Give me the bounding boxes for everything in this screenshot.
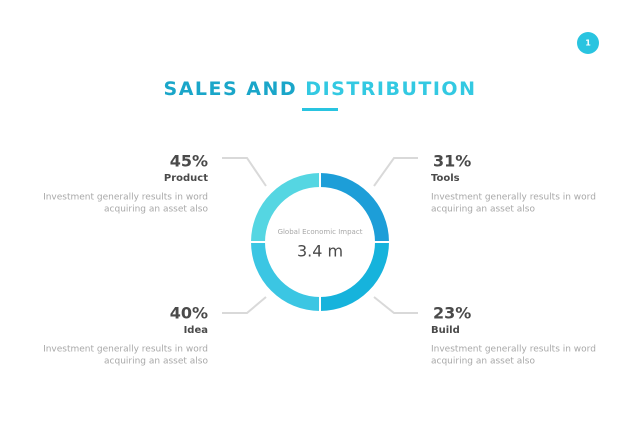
title-second: DISTRIBUTION <box>305 78 476 100</box>
item-label: Product <box>164 173 208 184</box>
donut <box>248 170 392 314</box>
center-value: 3.4 m <box>297 242 343 261</box>
page-number: 1 <box>585 39 591 48</box>
title: SALES AND DISTRIBUTION <box>164 78 477 100</box>
donut-segment <box>320 242 389 311</box>
connector <box>373 157 418 187</box>
item-label: Build <box>431 325 460 336</box>
donut-segment <box>320 173 389 242</box>
item-label: Idea <box>184 325 208 336</box>
item-description: acquiring an asset also <box>104 205 208 215</box>
donut-segment <box>251 173 320 242</box>
title-underline <box>302 108 338 111</box>
item-description: acquiring an asset also <box>104 357 208 367</box>
item-description: acquiring an asset also <box>431 205 535 215</box>
item-description: acquiring an asset also <box>431 357 535 367</box>
center-label: Global Economic Impact <box>278 228 363 236</box>
item-description: Investment generally results in word <box>43 193 208 203</box>
item-label: Tools <box>431 173 460 184</box>
donut-segment <box>251 242 320 311</box>
item-percent: 23% <box>433 304 471 323</box>
item-description: Investment generally results in word <box>431 345 596 355</box>
connector <box>222 296 267 314</box>
item-description: Investment generally results in word <box>43 345 208 355</box>
connector <box>222 157 267 187</box>
item-percent: 40% <box>170 304 208 323</box>
item-percent: 31% <box>433 152 471 171</box>
item-percent: 45% <box>170 152 208 171</box>
title-first: SALES AND <box>164 78 298 100</box>
connector <box>373 296 418 314</box>
item-description: Investment generally results in word <box>431 193 596 203</box>
page-badge <box>577 32 599 54</box>
